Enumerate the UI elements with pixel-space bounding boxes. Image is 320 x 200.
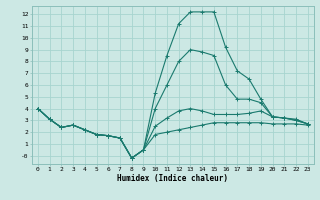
X-axis label: Humidex (Indice chaleur): Humidex (Indice chaleur) <box>117 174 228 183</box>
